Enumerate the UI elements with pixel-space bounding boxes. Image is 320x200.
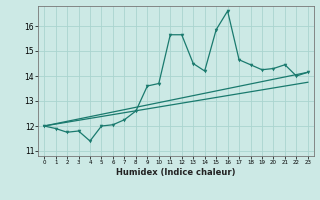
X-axis label: Humidex (Indice chaleur): Humidex (Indice chaleur) [116,168,236,177]
